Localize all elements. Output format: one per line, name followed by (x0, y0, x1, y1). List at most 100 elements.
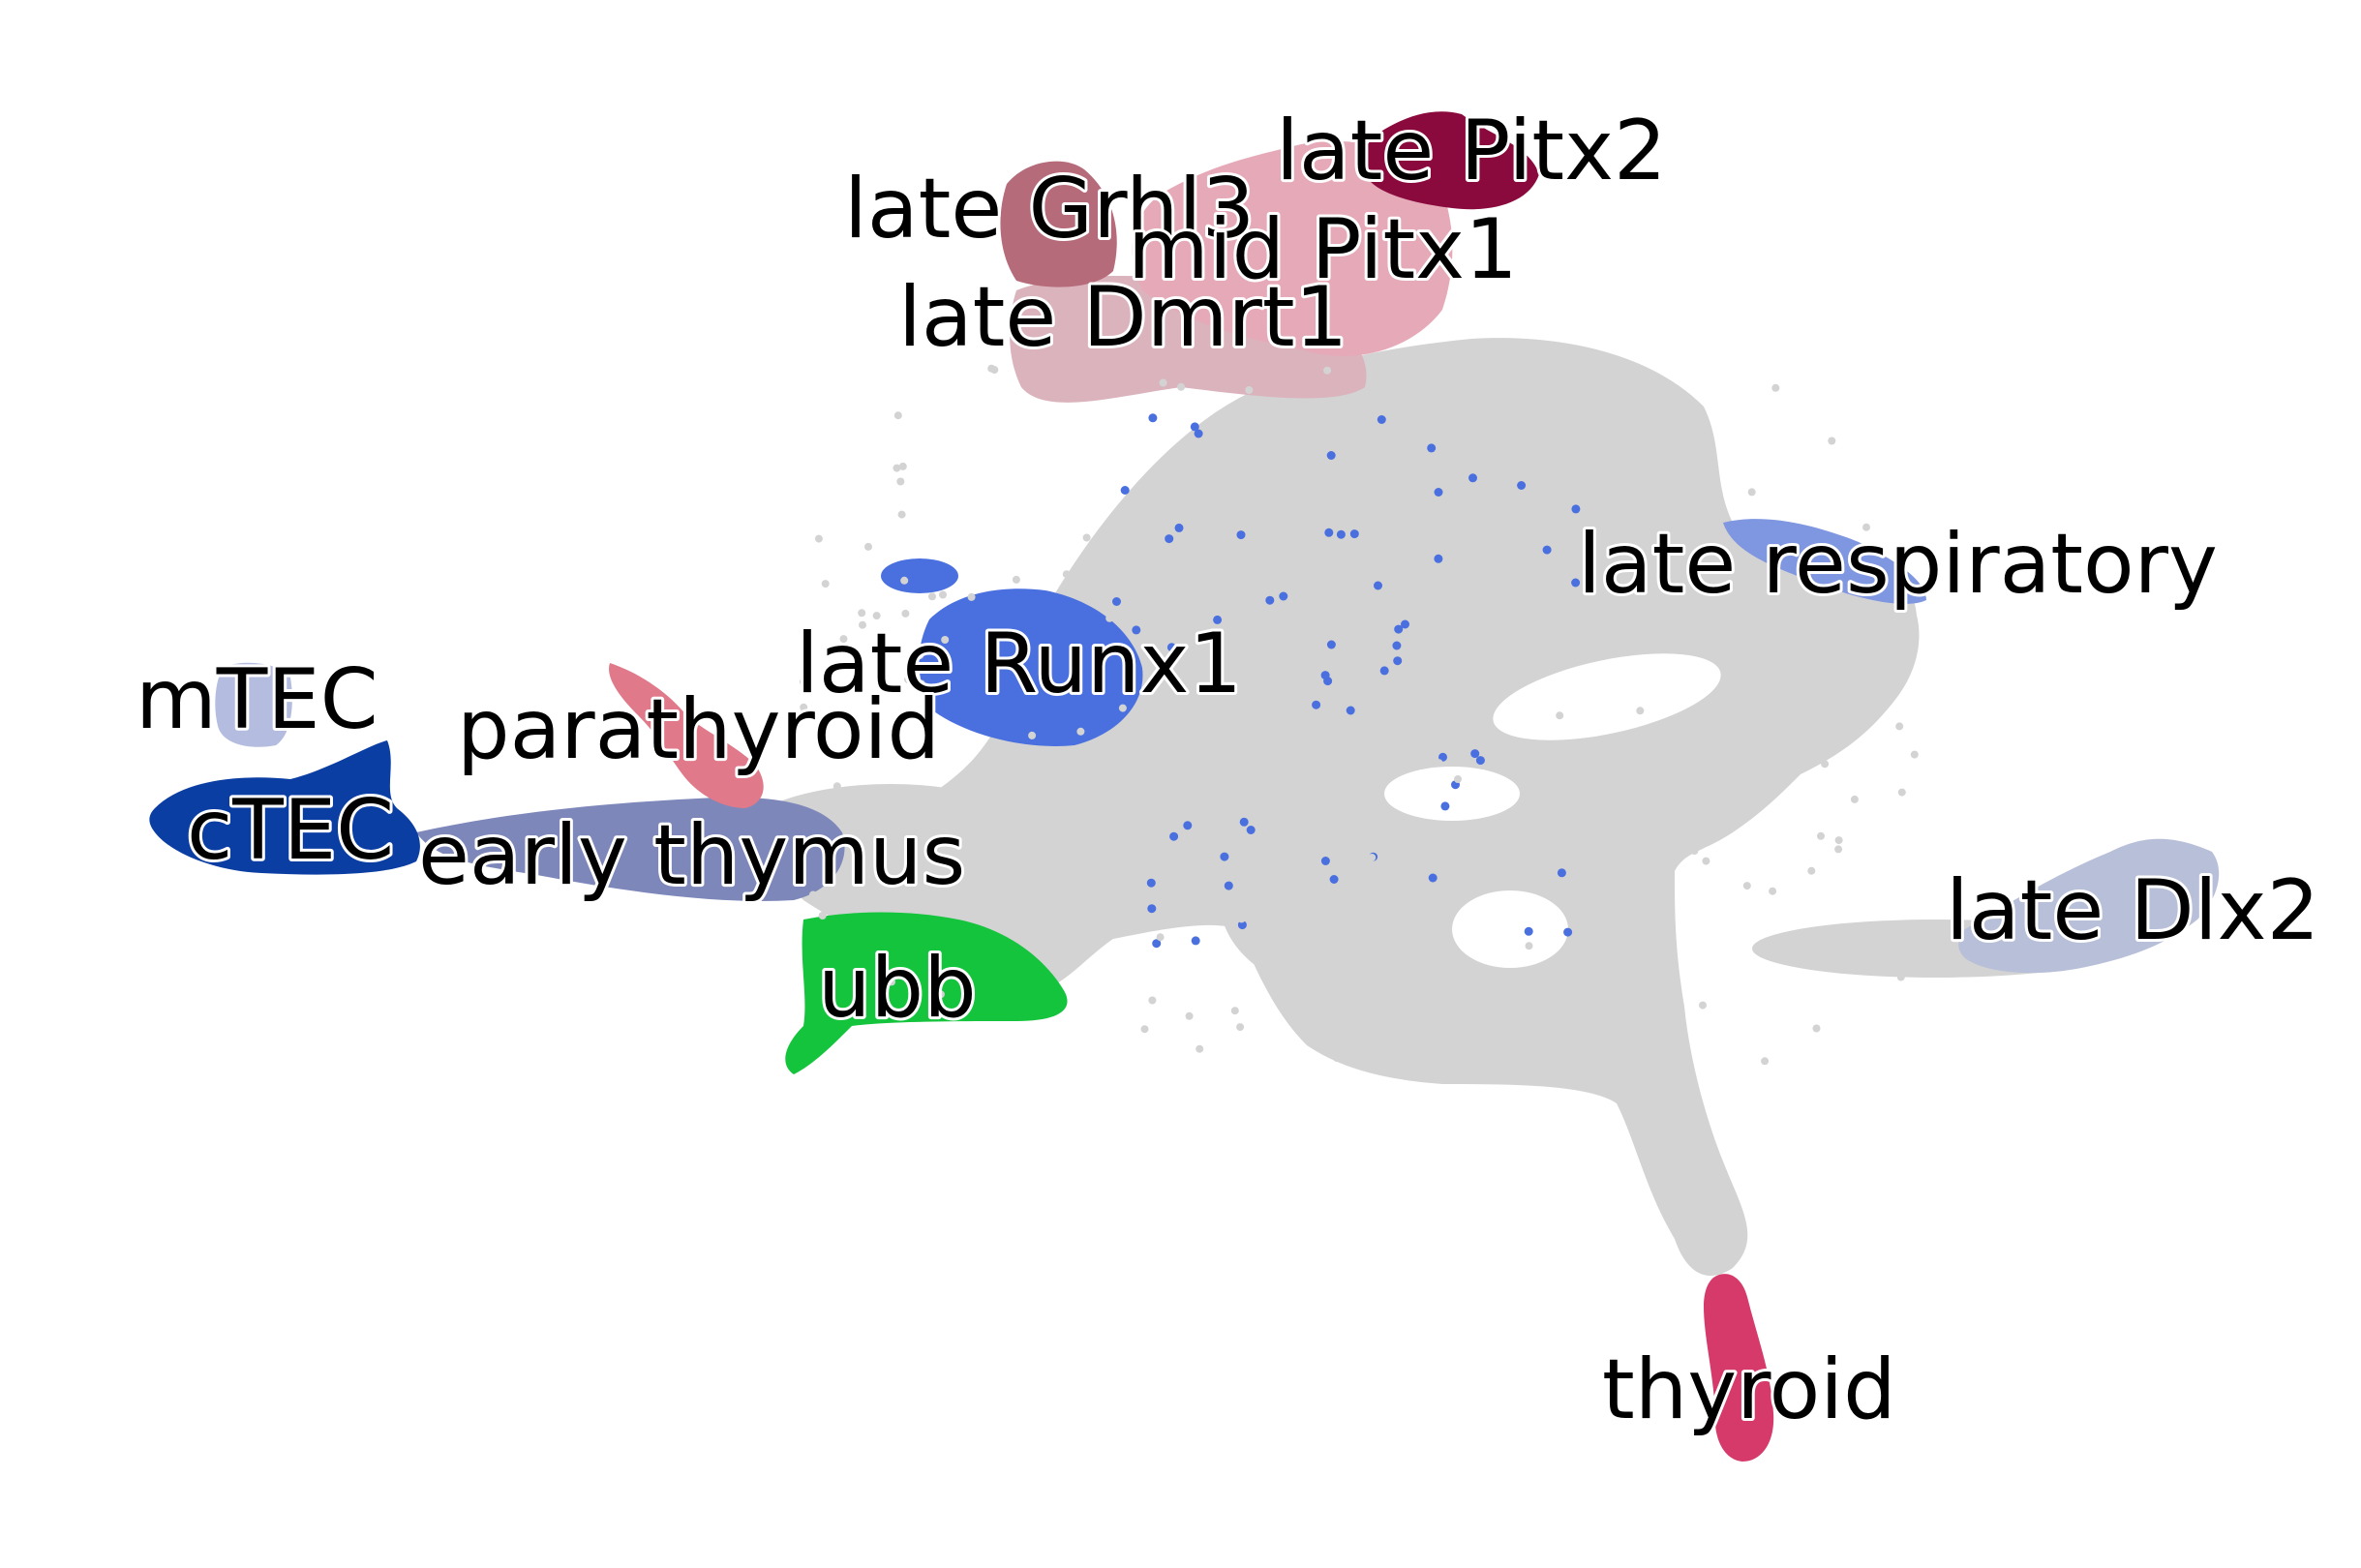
background-cell-point (1771, 383, 1780, 392)
stray-cell-point (1524, 926, 1533, 936)
background-cell-point (1660, 1008, 1669, 1016)
background-cell-point (1313, 966, 1321, 974)
background-cell-point (1897, 788, 1906, 797)
background-cell-point (1076, 727, 1085, 736)
background-cell-point (1850, 795, 1859, 803)
background-cell-point (1196, 1044, 1204, 1053)
background-cell-point (893, 464, 901, 472)
background-cell-point (1258, 719, 1267, 728)
stray-cell-point (1237, 920, 1247, 930)
background-cell-point (1556, 711, 1564, 720)
background-cell-point (1422, 1053, 1431, 1062)
background-cell-point (800, 678, 807, 686)
stray-cell-point (1394, 624, 1404, 634)
stray-cell-point (1427, 443, 1437, 453)
background-cell-point (904, 676, 912, 684)
background-cell-point (1194, 802, 1202, 811)
stray-cell-point (1320, 857, 1330, 865)
stray-cell-point (1475, 756, 1485, 766)
background-cell-point (1416, 400, 1425, 408)
background-cell-point (900, 576, 909, 585)
stray-cell-point (1571, 504, 1581, 514)
background-cell-point (901, 609, 910, 618)
stray-cell-point (1279, 591, 1288, 601)
cluster-late-runx1 (919, 588, 1143, 746)
background-cell-point (1814, 604, 1823, 612)
background-cell-point (1402, 731, 1410, 739)
background-cell-point (1360, 429, 1369, 437)
background-cell-point (1811, 653, 1820, 662)
background-cell-point (1315, 879, 1323, 887)
background-cell-point (1656, 909, 1665, 918)
background-cell-point (1367, 735, 1375, 743)
stray-cell-point (1191, 936, 1200, 946)
background-cell-point (821, 580, 830, 588)
stray-cell-point (1166, 643, 1176, 652)
stray-cell-point (1147, 904, 1157, 914)
background-cell-point (1479, 464, 1488, 472)
background-cell-point (809, 890, 817, 899)
background-cell-point (1330, 539, 1339, 547)
background-cell-point (1363, 400, 1372, 408)
background-cell-point (1862, 523, 1870, 531)
cluster-late-runx1-tail (881, 558, 958, 593)
background-cell-point (1636, 707, 1645, 715)
background-cell-point (1140, 1025, 1149, 1034)
stray-cell-point (1148, 413, 1158, 423)
background-cell-point (990, 366, 999, 375)
background-cell-point (897, 510, 906, 519)
background-cell-point (1207, 879, 1216, 888)
background-cell-point (950, 858, 958, 866)
cluster-ubb (785, 912, 1068, 1074)
background-cell-point (1062, 801, 1071, 810)
background-cell-point (1193, 654, 1201, 663)
background-cell-point (1690, 847, 1699, 855)
label-late-dlx2: late Dlx2 (1946, 862, 2319, 959)
background-cell-point (1895, 722, 1904, 731)
background-cell-point (1834, 845, 1843, 854)
background-cell-point (859, 620, 866, 629)
background-cell-point (1716, 650, 1725, 659)
background-cell-point (1902, 920, 1911, 929)
stray-cell-point (1120, 486, 1130, 495)
background-cell-point (936, 990, 945, 999)
label-parathyroid: parathyroid (457, 681, 940, 778)
background-cell-point (1747, 488, 1756, 497)
background-cell-point (1368, 854, 1377, 861)
background-cell-point (1699, 1001, 1707, 1010)
background-gap-right (1493, 653, 1721, 740)
background-cell-patch-upper (1307, 348, 1713, 581)
scatter-points (800, 364, 1919, 1066)
stray-cell-point (1401, 619, 1409, 629)
background-cell-point (1702, 857, 1710, 865)
background-cell-point (868, 880, 877, 889)
background-cell-point (1254, 561, 1262, 570)
background-cell-point (898, 462, 907, 470)
label-late-grhl3: late Grhl3 (844, 161, 1255, 257)
background-cell-patch-lower-mid (1220, 803, 1491, 997)
background-cell-point (1353, 538, 1362, 547)
background-cell-point (814, 534, 823, 543)
stray-cell-point (1440, 801, 1450, 811)
stray-cell-point (1379, 666, 1389, 676)
background-cell-point (1115, 771, 1124, 780)
background-cell-point (1303, 424, 1312, 433)
stray-cell-point (1224, 881, 1233, 890)
stray-cell-point (1239, 817, 1249, 827)
stray-cell-point (1468, 473, 1477, 483)
label-late-respiratory: late respiratory (1578, 516, 2218, 613)
background-cell-point (864, 542, 872, 551)
background-cell-point (1435, 759, 1443, 768)
cluster-late-respiratory (1723, 519, 1926, 604)
background-cell-point (1333, 1054, 1341, 1063)
background-cell-point (1403, 1021, 1411, 1029)
background-cell-point (1012, 575, 1020, 584)
background-cell-point (839, 635, 848, 644)
background-cell-point (941, 636, 950, 644)
stray-cell-point (1329, 875, 1339, 884)
stray-cell-point (1312, 700, 1321, 709)
background-cell-point (1834, 836, 1843, 845)
background-cell-point (1320, 749, 1329, 758)
background-cell-point (1236, 1023, 1245, 1032)
